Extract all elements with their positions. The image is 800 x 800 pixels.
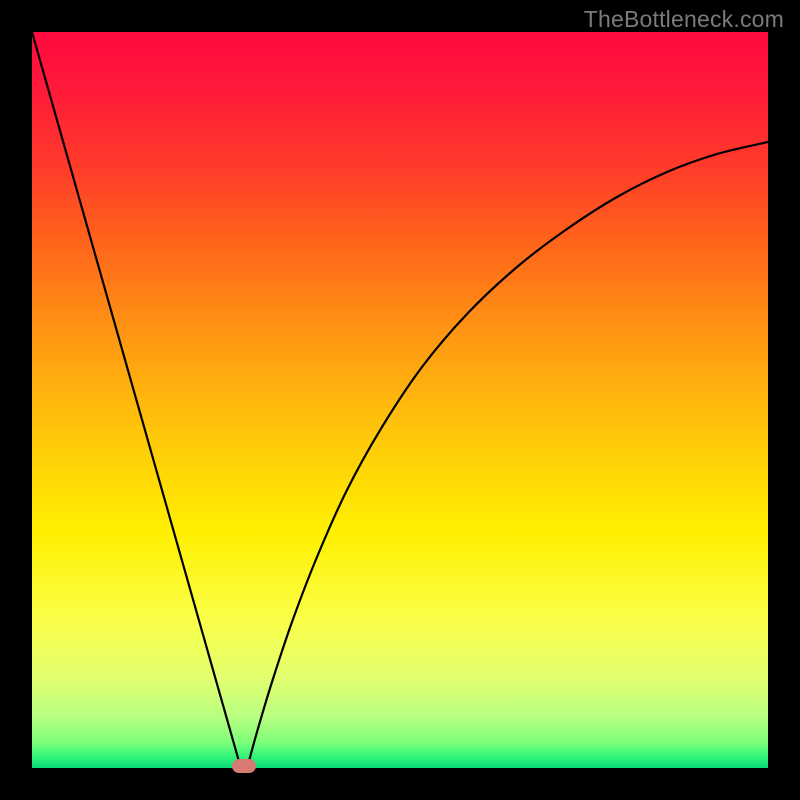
- chart-frame: TheBottleneck.com: [0, 0, 800, 800]
- optimal-point-marker: [232, 759, 256, 773]
- bottleneck-curve: [32, 32, 768, 768]
- watermark-text: TheBottleneck.com: [584, 6, 784, 33]
- plot-area: [32, 32, 768, 768]
